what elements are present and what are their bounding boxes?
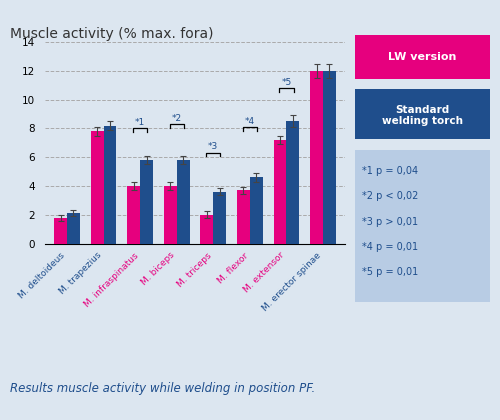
Bar	[176, 160, 190, 244]
Text: M. extensor: M. extensor	[242, 251, 286, 295]
Text: *4: *4	[245, 116, 255, 126]
Text: M. triceps: M. triceps	[176, 251, 214, 289]
Text: *3 p > 0,01: *3 p > 0,01	[362, 217, 418, 227]
Bar	[164, 186, 176, 244]
Text: M. erector spinae: M. erector spinae	[261, 251, 323, 313]
Bar	[67, 213, 80, 244]
Text: *5 p = 0,01: *5 p = 0,01	[362, 267, 418, 277]
Bar	[90, 131, 104, 244]
Bar	[140, 160, 153, 244]
Bar	[250, 177, 262, 244]
Bar	[355, 35, 490, 79]
Bar	[355, 89, 490, 139]
Text: *3: *3	[208, 142, 218, 152]
Text: Standard
welding torch: Standard welding torch	[382, 105, 463, 126]
Text: M. trapezius: M. trapezius	[58, 251, 104, 297]
Bar	[128, 186, 140, 244]
Bar	[214, 192, 226, 244]
Text: Muscle activity (% max. fora): Muscle activity (% max. fora)	[10, 27, 214, 41]
Text: M. flexor: M. flexor	[216, 251, 250, 285]
Text: *2: *2	[172, 114, 182, 123]
Text: *2 p < 0,02: *2 p < 0,02	[362, 192, 418, 202]
Bar	[286, 121, 300, 244]
Bar	[310, 71, 323, 244]
Text: *4 p = 0,01: *4 p = 0,01	[362, 241, 418, 252]
Text: M. biceps: M. biceps	[140, 251, 176, 287]
Text: *1: *1	[135, 118, 145, 127]
Bar	[355, 150, 490, 302]
Bar	[200, 215, 213, 244]
Text: *1 p = 0,04: *1 p = 0,04	[362, 166, 418, 176]
Text: M. deltoideus: M. deltoideus	[18, 251, 67, 300]
Bar	[54, 218, 67, 244]
Bar	[274, 140, 286, 244]
Bar	[104, 126, 117, 244]
Text: M. infraspinatus: M. infraspinatus	[82, 251, 140, 309]
Bar	[323, 71, 336, 244]
Text: *5: *5	[282, 78, 292, 87]
Text: Results muscle activity while welding in position PF.: Results muscle activity while welding in…	[10, 382, 316, 395]
Text: LW version: LW version	[388, 52, 456, 62]
Bar	[237, 190, 250, 244]
